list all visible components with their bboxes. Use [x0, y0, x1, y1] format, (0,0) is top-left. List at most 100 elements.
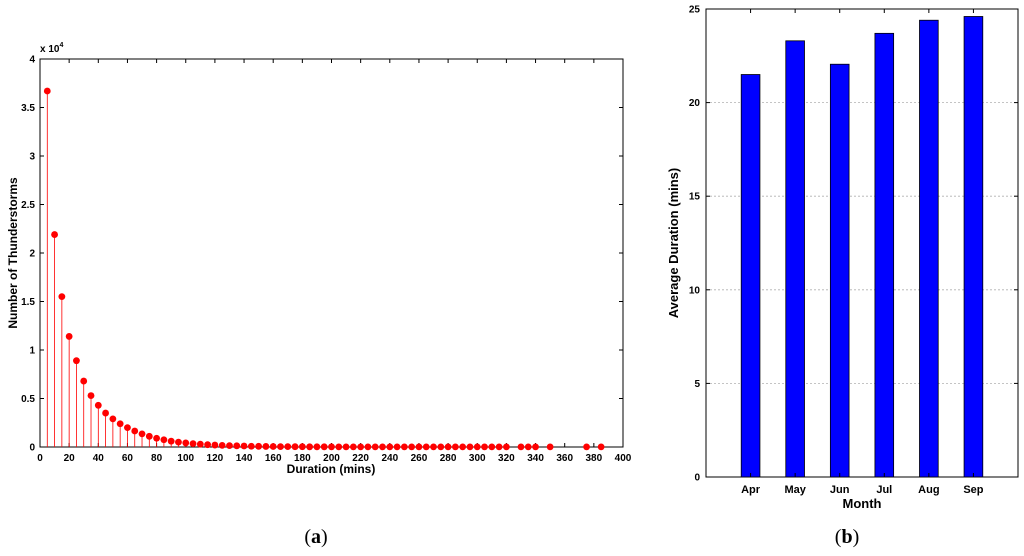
x-tick-label: Aug: [918, 484, 939, 496]
chart-a-y-exponent: x 104: [40, 42, 63, 55]
chart-b-x-axis-label: Month: [843, 496, 882, 511]
y-tick-label: 1.5: [21, 297, 35, 308]
stem-marker: [138, 430, 146, 438]
stem-marker: [546, 443, 554, 451]
stem-marker: [233, 442, 241, 450]
stem-marker: [430, 443, 437, 451]
stem-marker: [262, 443, 270, 450]
stem-marker: [189, 440, 197, 448]
stem-marker: [379, 443, 386, 451]
stem-marker: [218, 441, 226, 449]
stem-marker: [597, 443, 605, 451]
stem-marker: [145, 432, 153, 440]
stem-marker: [532, 443, 539, 451]
x-tick-label: 160: [265, 453, 282, 464]
y-tick-label: 3: [29, 152, 35, 163]
x-tick-label: 140: [236, 453, 253, 464]
x-tick-label: 20: [64, 453, 76, 464]
stem-marker: [226, 442, 233, 450]
stem-marker: [328, 443, 335, 451]
x-tick-label: 200: [323, 453, 340, 464]
chart-a-plot-area: [39, 58, 624, 448]
chart-a-thunderstorm-duration-stem: 0 0.5 1 1.5 2 2.5 3 3.5 4 0 20 40 60 80 100 120 140 160 1…: [6, 42, 632, 548]
bar-jul: [874, 32, 895, 478]
stem-marker: [451, 443, 459, 451]
stem-marker: [473, 443, 481, 451]
stem-marker: [87, 392, 95, 399]
y-tick-label: 5: [694, 379, 700, 390]
stem-marker: [298, 443, 306, 451]
stem-marker: [495, 443, 503, 451]
stem-marker: [131, 427, 139, 435]
x-tick-label: 260: [411, 453, 428, 464]
x-tick-label: 120: [207, 453, 224, 464]
y-tick-label: 0.5: [21, 394, 35, 405]
x-tick-label: 340: [527, 453, 544, 464]
x-tick-label: 180: [294, 453, 311, 464]
x-tick-label: 0: [37, 453, 43, 464]
chart-b-y-axis-label: Average Duration (mins): [666, 168, 681, 319]
y-tick-label: 0: [29, 443, 35, 454]
x-tick-label: May: [784, 484, 806, 496]
chart-b-panel-label: (b): [835, 526, 859, 548]
stem-marker: [393, 443, 401, 451]
bar-aug: [919, 19, 939, 478]
x-tick-label: 220: [352, 453, 369, 464]
stem-marker: [320, 443, 328, 451]
stem-marker: [277, 443, 284, 451]
chart-b-average-duration-bar: 0 5 10 15 20 25 Apr May Jun Jul Aug Sep Month Aver…: [666, 5, 1019, 548]
stem-marker: [80, 377, 88, 385]
stem-marker: [437, 443, 445, 451]
stem-marker: [269, 443, 277, 450]
y-tick-label: 2.5: [21, 200, 35, 211]
stem-marker: [444, 443, 452, 451]
y-tick-label: 10: [689, 285, 701, 296]
x-tick-label: 80: [151, 453, 163, 464]
bar-sep: [963, 16, 984, 478]
chart-a-x-axis-label: Duration (mins): [287, 462, 376, 476]
stem-marker: [291, 443, 299, 451]
stem-marker: [43, 87, 51, 95]
chart-a-y-axis-label: Number of Thunderstorms: [6, 177, 20, 329]
stem-marker: [247, 442, 255, 450]
x-tick-label: 380: [586, 453, 603, 464]
stem-marker: [459, 443, 467, 451]
stem-marker: [342, 443, 350, 451]
stem-marker: [422, 443, 430, 451]
y-tick-label: 0: [694, 473, 700, 484]
stem-marker: [65, 333, 73, 340]
x-tick-label: 280: [440, 453, 457, 464]
y-tick-label: 15: [689, 192, 701, 203]
stem-marker: [116, 420, 124, 428]
y-tick-label: 3.5: [21, 103, 35, 114]
bar-apr: [740, 74, 761, 478]
chart-b-y-ticks: 0 5 10 15 20 25: [689, 5, 1018, 484]
stem-marker: [160, 436, 168, 444]
stem-marker: [415, 443, 423, 451]
stem-marker: [284, 443, 292, 451]
stem-marker: [481, 443, 488, 451]
stem-marker: [349, 443, 357, 451]
stem-marker: [255, 442, 263, 450]
stem-marker: [335, 443, 343, 451]
stem-marker: [306, 443, 314, 451]
y-tick-label: 1: [29, 346, 35, 357]
stem-marker: [167, 437, 175, 445]
y-tick-label: 2: [29, 249, 35, 260]
chart-a-y-ticks: 0 0.5 1 1.5 2 2.5 3 3.5 4: [21, 55, 623, 454]
y-tick-label: 20: [689, 98, 701, 109]
stem-marker: [503, 443, 510, 451]
stem-marker: [364, 443, 372, 451]
x-tick-label: 240: [381, 453, 398, 464]
bar-jun: [829, 63, 850, 478]
stem-marker: [175, 438, 182, 446]
stem-marker: [51, 231, 58, 238]
stem-marker: [313, 443, 321, 451]
stem-marker: [153, 434, 161, 442]
stem-marker: [240, 442, 248, 450]
chart-a-panel-label: (a): [304, 526, 327, 548]
x-tick-label: Jul: [876, 484, 892, 496]
stem-marker: [386, 443, 394, 451]
chart-b-x-ticks: Apr May Jun Jul Aug Sep: [741, 9, 984, 496]
